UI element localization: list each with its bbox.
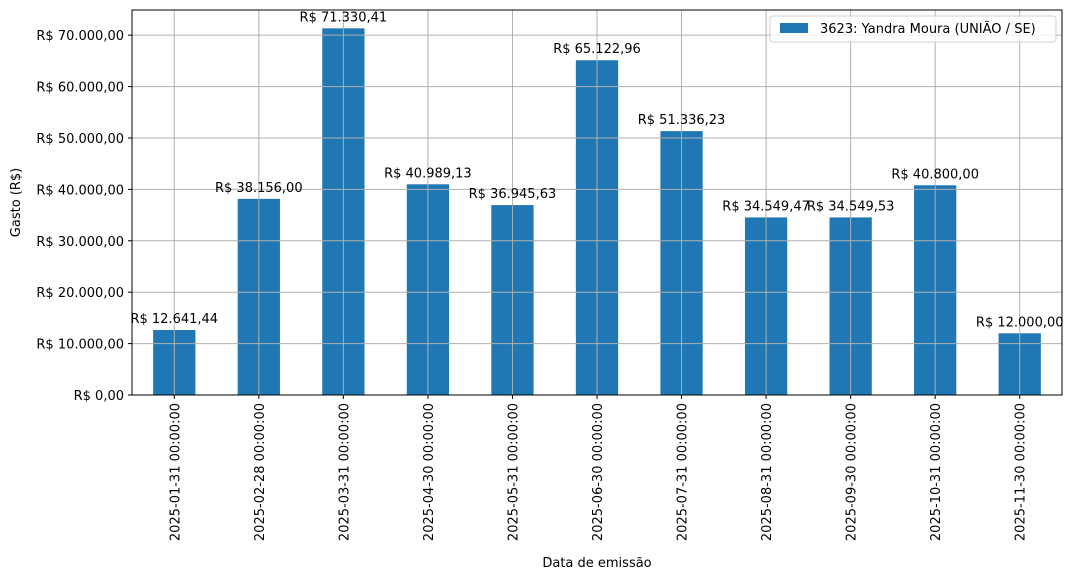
y-tick-label: R$ 40.000,00 bbox=[36, 183, 124, 198]
x-tick-label: 2025-01-31 00:00:00 bbox=[168, 403, 183, 541]
y-axis-ticks: R$ 0,00 R$ 10.000,00 R$ 20.000,00 R$ 30.000… bbox=[36, 29, 132, 404]
y-tick-label: R$ 30.000,00 bbox=[36, 235, 124, 250]
x-axis-title: Data de emissão bbox=[542, 556, 651, 571]
bar-value-label: R$ 51.336,23 bbox=[638, 113, 726, 128]
y-tick-label: R$ 20.000,00 bbox=[36, 286, 124, 301]
legend-box bbox=[769, 15, 1057, 43]
bar-value-label: R$ 34.549,53 bbox=[807, 199, 895, 214]
legend-swatch bbox=[780, 23, 808, 33]
y-tick-label: R$ 70.000,00 bbox=[36, 29, 124, 44]
x-tick-label: 2025-06-30 00:00:00 bbox=[591, 403, 606, 541]
x-tick-label: 2025-04-30 00:00:00 bbox=[422, 403, 437, 541]
bar-value-label: R$ 65.122,96 bbox=[553, 42, 641, 57]
bar-value-label: R$ 12.000,00 bbox=[976, 315, 1064, 330]
x-tick-label: 2025-09-30 00:00:00 bbox=[845, 403, 860, 541]
y-tick-label: R$ 50.000,00 bbox=[36, 132, 124, 147]
x-tick-label: 2025-08-31 00:00:00 bbox=[760, 403, 775, 541]
y-tick-label: R$ 60.000,00 bbox=[36, 81, 124, 96]
bar-value-label: R$ 71.330,41 bbox=[300, 10, 388, 25]
bar-value-label: R$ 36.945,63 bbox=[469, 187, 557, 202]
bars bbox=[153, 28, 1041, 396]
legend-label: 3623: Yandra Moura (UNIÃO / SE) bbox=[820, 21, 1036, 37]
y-tick-label: R$ 0,00 bbox=[74, 389, 124, 404]
bar-value-label: R$ 40.800,00 bbox=[891, 167, 979, 182]
x-tick-label: 2025-10-31 00:00:00 bbox=[929, 403, 944, 541]
bar-value-label: R$ 12.641,44 bbox=[130, 312, 218, 327]
x-tick-label: 2025-02-28 00:00:00 bbox=[253, 403, 268, 541]
x-tick-label: 2025-05-31 00:00:00 bbox=[506, 403, 521, 541]
bar-value-label: R$ 38.156,00 bbox=[215, 181, 303, 196]
y-tick-label: R$ 10.000,00 bbox=[36, 338, 124, 353]
x-tick-label: 2025-07-31 00:00:00 bbox=[676, 403, 691, 541]
bar-value-label: R$ 40.989,13 bbox=[384, 166, 472, 181]
bar-value-labels: R$ 12.641,44 R$ 38.156,00 R$ 71.330,41 R$ 4… bbox=[130, 10, 1063, 330]
x-tick-label: 2025-11-30 00:00:00 bbox=[1014, 403, 1029, 541]
y-axis-title: Gasto (R$) bbox=[9, 168, 24, 237]
legend: 3623: Yandra Moura (UNIÃO / SE) bbox=[769, 15, 1057, 43]
bar-value-label: R$ 34.549,47 bbox=[722, 199, 810, 214]
x-axis-ticks: 2025-01-31 00:00:00 2025-02-28 00:00:00 20… bbox=[168, 395, 1029, 541]
x-tick-label: 2025-03-31 00:00:00 bbox=[337, 403, 352, 541]
